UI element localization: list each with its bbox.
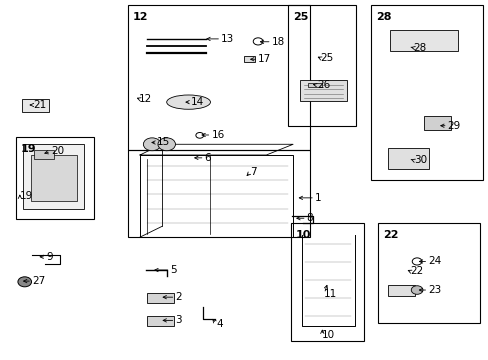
Text: 25: 25 — [292, 12, 308, 22]
Text: 3: 3 — [175, 315, 182, 325]
Text: 26: 26 — [317, 80, 330, 90]
Bar — [127, 5, 309, 150]
Bar — [387, 148, 428, 169]
Bar — [16, 137, 94, 219]
Text: 22: 22 — [382, 230, 398, 240]
Bar — [387, 285, 414, 296]
Text: 19: 19 — [20, 191, 33, 201]
Circle shape — [158, 138, 175, 151]
Text: 4: 4 — [216, 319, 223, 329]
Text: 8: 8 — [306, 213, 313, 223]
Text: 29: 29 — [447, 121, 460, 131]
Bar — [424, 116, 450, 130]
Circle shape — [18, 277, 31, 287]
Text: 9: 9 — [46, 252, 53, 262]
Text: 23: 23 — [427, 285, 441, 295]
Bar — [127, 150, 309, 237]
Text: 18: 18 — [271, 37, 285, 47]
Text: 28: 28 — [413, 43, 426, 53]
Polygon shape — [23, 144, 84, 208]
Text: 17: 17 — [258, 54, 271, 64]
Text: 1: 1 — [314, 193, 321, 203]
Text: 20: 20 — [51, 147, 64, 157]
Bar — [147, 293, 174, 302]
Ellipse shape — [166, 95, 210, 109]
Text: 13: 13 — [221, 34, 234, 44]
Text: 12: 12 — [138, 94, 151, 104]
Text: 11: 11 — [324, 289, 337, 298]
Bar — [287, 5, 356, 126]
Text: 7: 7 — [250, 167, 256, 177]
Text: 14: 14 — [191, 97, 204, 107]
Text: 10: 10 — [295, 230, 310, 240]
Circle shape — [143, 138, 161, 151]
Text: 12: 12 — [132, 12, 148, 22]
Bar — [377, 223, 479, 323]
Text: 21: 21 — [33, 100, 47, 110]
Text: 19: 19 — [21, 144, 37, 154]
Bar — [147, 316, 174, 326]
Text: 22: 22 — [409, 266, 422, 276]
Bar — [290, 223, 363, 341]
Text: 25: 25 — [319, 53, 332, 63]
Bar — [244, 56, 255, 62]
Text: 24: 24 — [427, 256, 441, 266]
Text: 27: 27 — [32, 276, 45, 286]
Text: 30: 30 — [413, 156, 426, 165]
Text: 16: 16 — [211, 130, 224, 140]
Bar — [22, 99, 48, 112]
Polygon shape — [30, 155, 77, 202]
Bar — [307, 83, 322, 87]
Text: 2: 2 — [175, 292, 182, 302]
Bar — [300, 80, 346, 102]
Text: 28: 28 — [375, 12, 390, 22]
Text: 6: 6 — [204, 153, 211, 163]
Bar — [34, 150, 54, 159]
Text: 15: 15 — [157, 138, 170, 148]
Bar — [370, 5, 482, 180]
Text: 5: 5 — [170, 265, 177, 275]
Polygon shape — [389, 30, 458, 51]
Circle shape — [410, 286, 422, 294]
Text: 10: 10 — [322, 330, 335, 341]
